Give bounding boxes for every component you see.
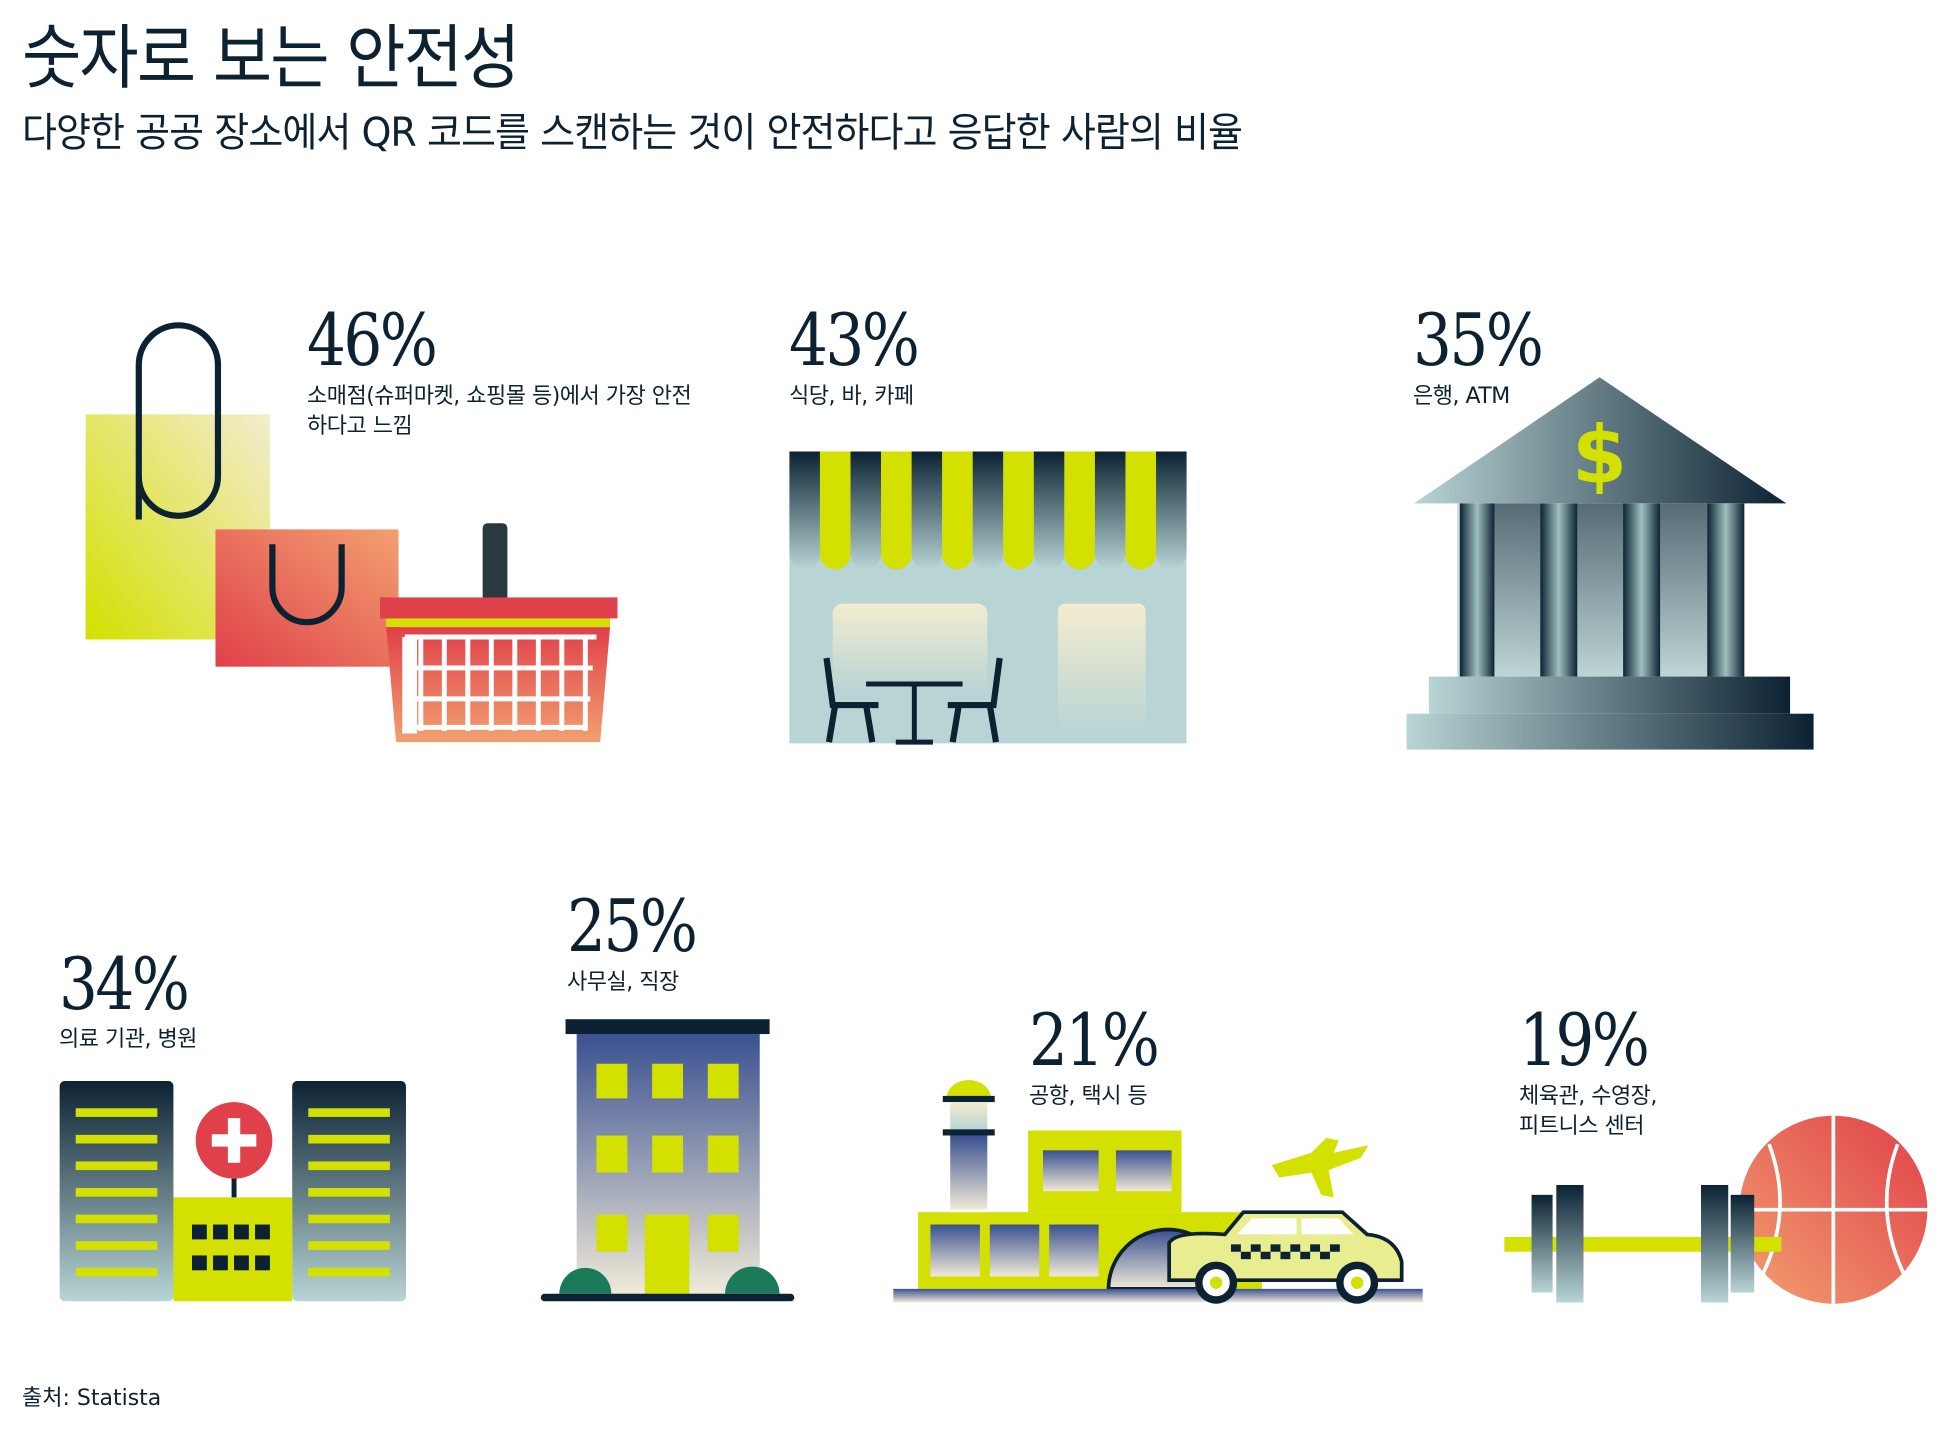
window-stripe bbox=[75, 1214, 158, 1224]
awning-stripe bbox=[911, 451, 943, 570]
page-subtitle: 다양한 공공 장소에서 QR 코드를 스캔하는 것이 안전하다고 응답한 사람의… bbox=[22, 110, 1243, 156]
hospital-icon bbox=[59, 1081, 406, 1302]
window-stripe bbox=[75, 1188, 158, 1197]
awning-stripe bbox=[1003, 451, 1034, 570]
awning-stripe bbox=[789, 451, 820, 570]
awning-stripe bbox=[1156, 451, 1187, 570]
label-line: 체육관, 수영장, bbox=[1519, 1084, 1657, 1109]
awning-stripe bbox=[1094, 451, 1126, 570]
awning-stripe bbox=[881, 451, 912, 570]
bank-icon: $ bbox=[1406, 377, 1814, 750]
gym-dumbbell-ball-icon bbox=[1504, 1115, 1928, 1304]
stat-value-cafe: 43% bbox=[789, 298, 920, 382]
stat-value-hospital: 34% bbox=[59, 942, 190, 1026]
window-stripe bbox=[308, 1161, 390, 1171]
window-stripe bbox=[308, 1267, 390, 1277]
awning-stripe bbox=[1033, 451, 1065, 570]
stat-value-airport: 21% bbox=[1029, 998, 1160, 1082]
shopping-bags-basket-icon bbox=[85, 322, 618, 743]
awning-stripe bbox=[972, 451, 1004, 570]
window-stripe bbox=[308, 1188, 390, 1197]
stat-label-cafe: 식당, 바, 카페 bbox=[789, 384, 914, 409]
cafe-storefront-icon bbox=[789, 451, 1187, 745]
window-stripe bbox=[308, 1214, 390, 1224]
office-building-icon bbox=[540, 1019, 795, 1302]
awning-stripe bbox=[1064, 451, 1095, 570]
awning-stripe bbox=[819, 451, 851, 570]
page-title: 숫자로 보는 안전성 bbox=[22, 17, 520, 99]
awning-stripe bbox=[942, 451, 973, 570]
label-line: 소매점(슈퍼마켓, 쇼핑몰 등)에서 가장 안전 bbox=[307, 384, 692, 409]
window-stripe bbox=[308, 1241, 390, 1250]
window-stripe bbox=[308, 1108, 390, 1117]
label-line: 피트니스 센터 bbox=[1519, 1114, 1644, 1139]
stat-label-hospital: 의료 기관, 병원 bbox=[59, 1027, 197, 1052]
stat-value-bank: 35% bbox=[1413, 298, 1544, 382]
awning-stripe bbox=[850, 451, 882, 570]
window-stripe bbox=[75, 1241, 158, 1250]
window-stripe bbox=[75, 1267, 158, 1277]
window-stripe bbox=[308, 1134, 390, 1144]
stat-label-airport: 공항, 택시 등 bbox=[1029, 1084, 1148, 1109]
stat-label-gym: 체육관, 수영장, 피트니스 센터 bbox=[1519, 1082, 1657, 1142]
source-note: 출처: Statista bbox=[22, 1386, 162, 1411]
stat-value-retail: 46% bbox=[307, 298, 438, 382]
dollar-sign-icon: $ bbox=[1572, 409, 1627, 501]
stat-value-office: 25% bbox=[567, 884, 698, 968]
airport-taxi-icon bbox=[893, 1080, 1423, 1304]
stat-label-office: 사무실, 직장 bbox=[567, 970, 679, 995]
window-stripe bbox=[75, 1161, 158, 1171]
window-stripe bbox=[75, 1108, 158, 1117]
stat-value-gym: 19% bbox=[1519, 998, 1650, 1082]
window-stripe bbox=[75, 1134, 158, 1144]
stat-label-bank: 은행, ATM bbox=[1413, 384, 1510, 409]
awning-stripe bbox=[1125, 451, 1157, 570]
label-line: 하다고 느낌 bbox=[307, 414, 413, 439]
